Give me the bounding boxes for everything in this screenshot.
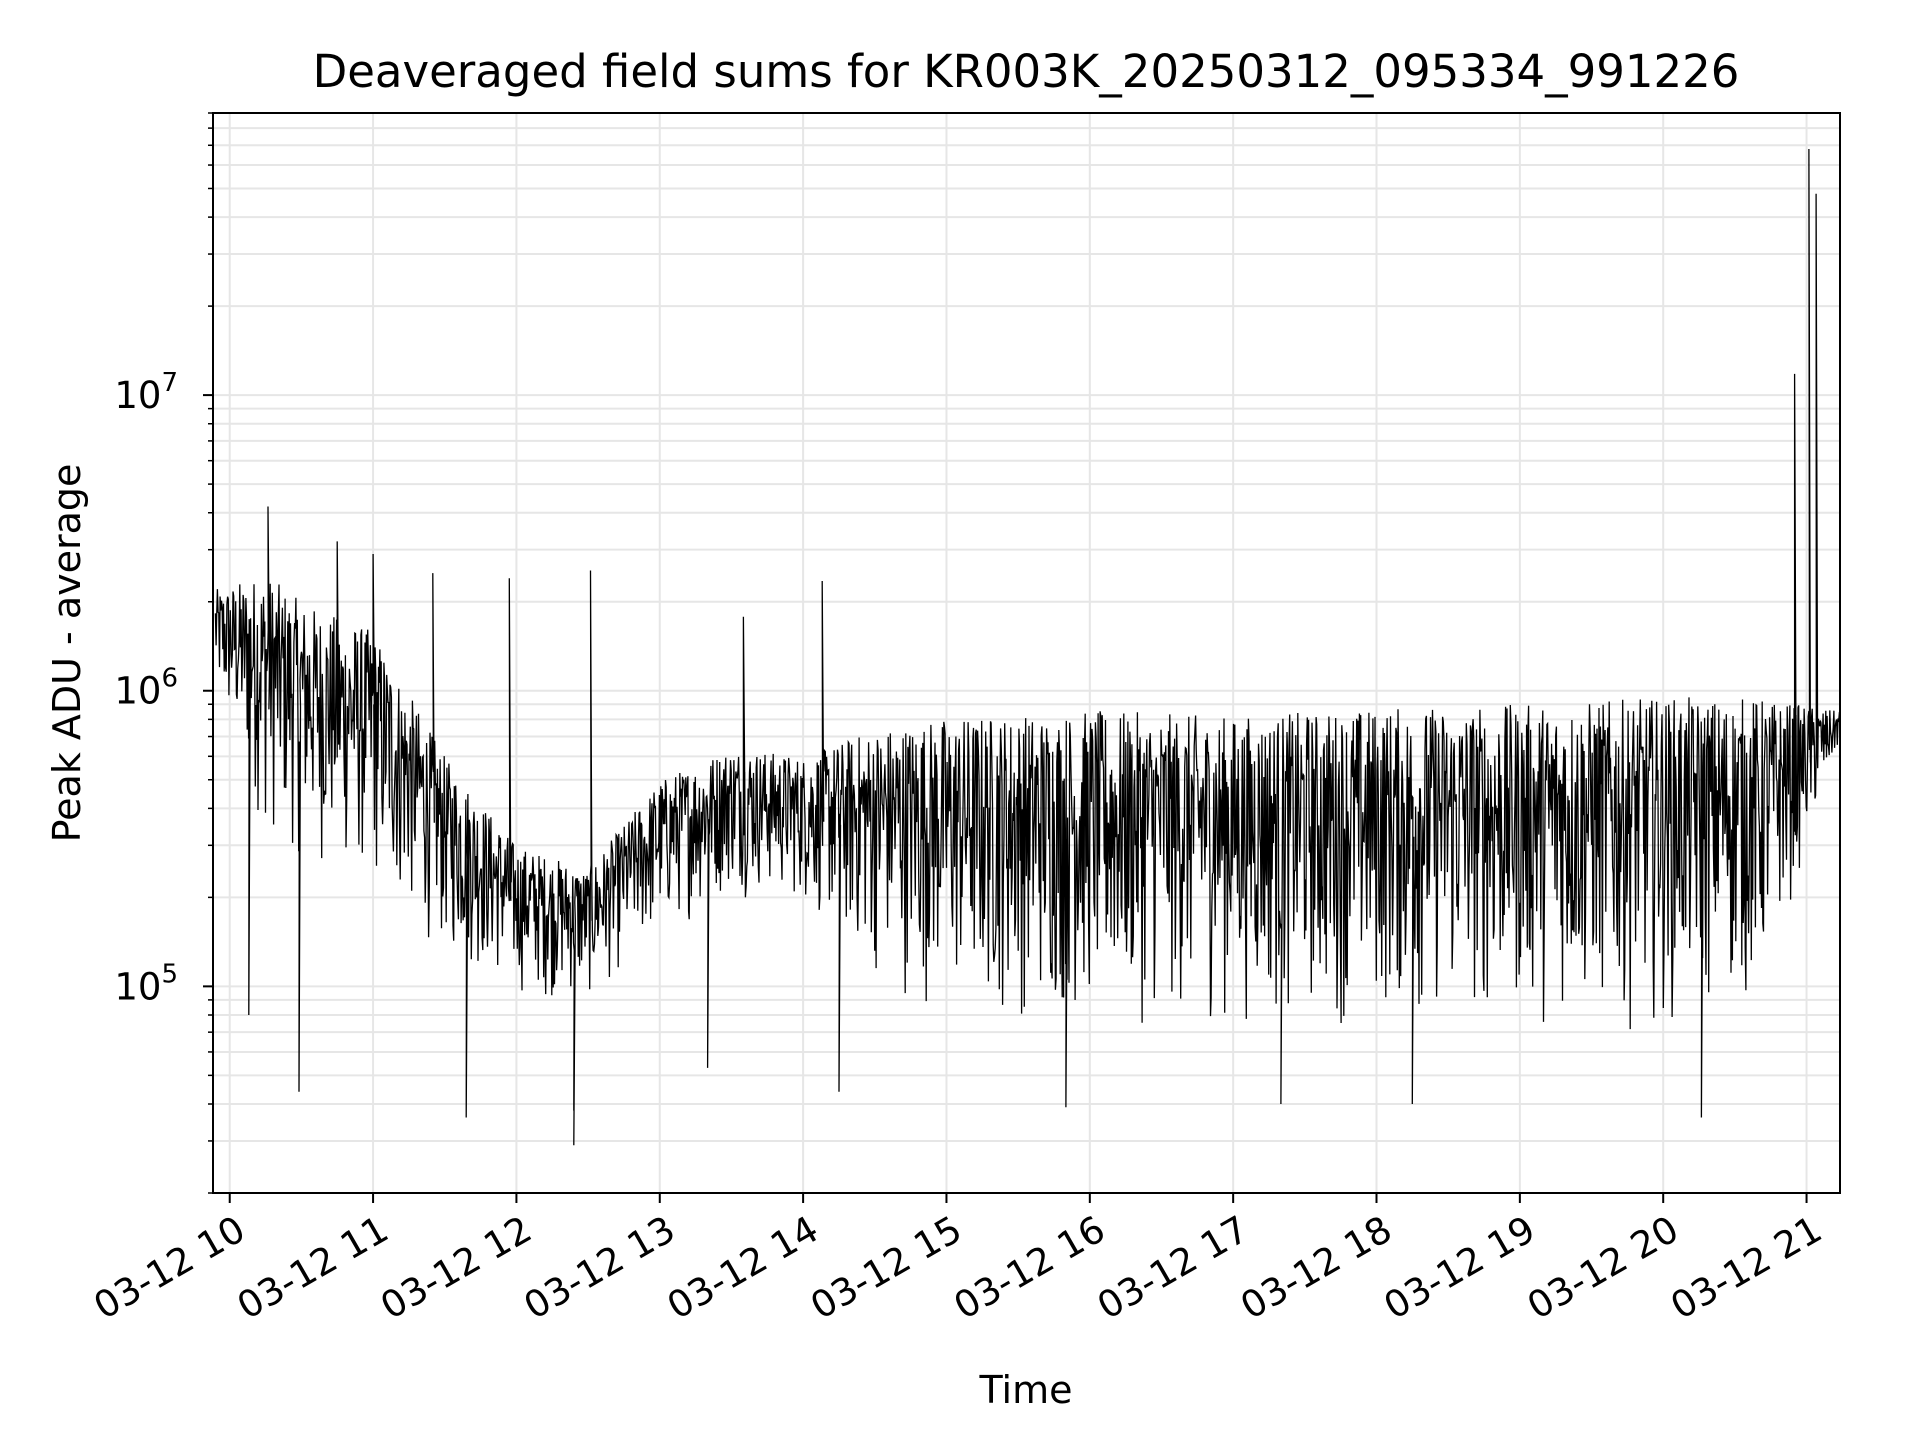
series-line	[214, 148, 1841, 1146]
chart-title: Deaveraged field sums for KR003K_2025031…	[313, 45, 1740, 98]
plot-area	[203, 112, 1841, 1203]
axis-ticks	[203, 112, 1808, 1203]
y-tick-labels: 105 106 107	[114, 368, 178, 1008]
x-axis-label: Time	[979, 1368, 1073, 1412]
y-tick-label: 107	[114, 368, 178, 417]
y-axis-label: Peak ADU - average	[45, 464, 89, 843]
plot-background	[213, 113, 1840, 1193]
y-tick-label: 106	[114, 664, 178, 713]
plot-frame	[212, 112, 1841, 1194]
y-tick-label: 105	[114, 959, 178, 1008]
